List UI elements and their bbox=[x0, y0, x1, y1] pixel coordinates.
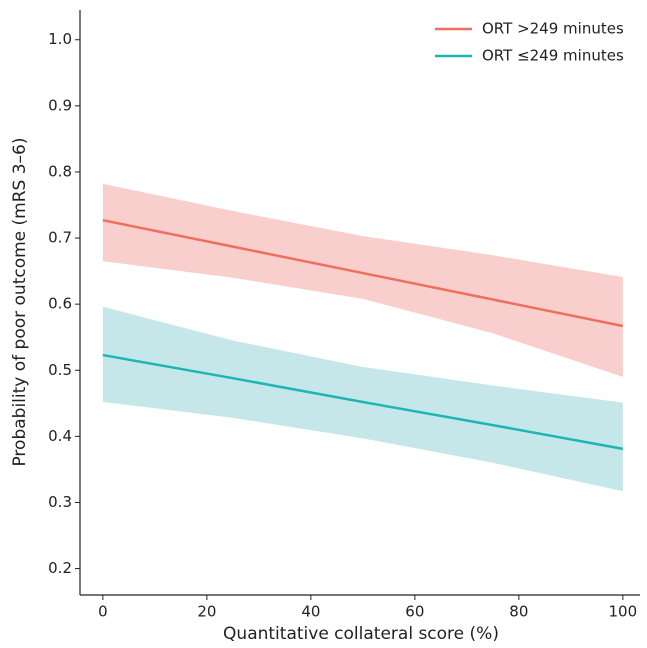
legend-text: ORT >249 minutes bbox=[482, 20, 624, 38]
x-tick-label: 20 bbox=[197, 603, 216, 621]
confidence-band bbox=[102, 306, 623, 492]
legend-text: ORT ≤249 minutes bbox=[482, 47, 624, 65]
y-axis-title: Probability of poor outcome (mRS 3–6) bbox=[10, 137, 30, 466]
x-tick-label: 100 bbox=[609, 603, 638, 621]
y-tick-label: 1.0 bbox=[48, 30, 72, 48]
x-tick-label: 60 bbox=[405, 603, 424, 621]
y-tick-label: 0.2 bbox=[48, 559, 72, 577]
line bbox=[102, 353, 624, 451]
x-axis-title: Quantitative collateral score (%) bbox=[223, 624, 499, 644]
y-tick-label: 0.7 bbox=[48, 229, 72, 247]
y-tick-label: 0.8 bbox=[48, 162, 72, 180]
y-tick-label: 0.3 bbox=[48, 493, 72, 511]
x-tick-label: 80 bbox=[509, 603, 528, 621]
y-tick-label: 0.4 bbox=[48, 427, 72, 445]
y-tick-label: 0.9 bbox=[48, 96, 72, 114]
y-tick-label: 0.6 bbox=[48, 295, 72, 313]
confidence-band bbox=[102, 183, 623, 377]
y-tick-label: 0.5 bbox=[48, 361, 72, 379]
line bbox=[102, 218, 624, 328]
x-tick-label: 0 bbox=[98, 603, 108, 621]
x-tick-label: 40 bbox=[301, 603, 320, 621]
